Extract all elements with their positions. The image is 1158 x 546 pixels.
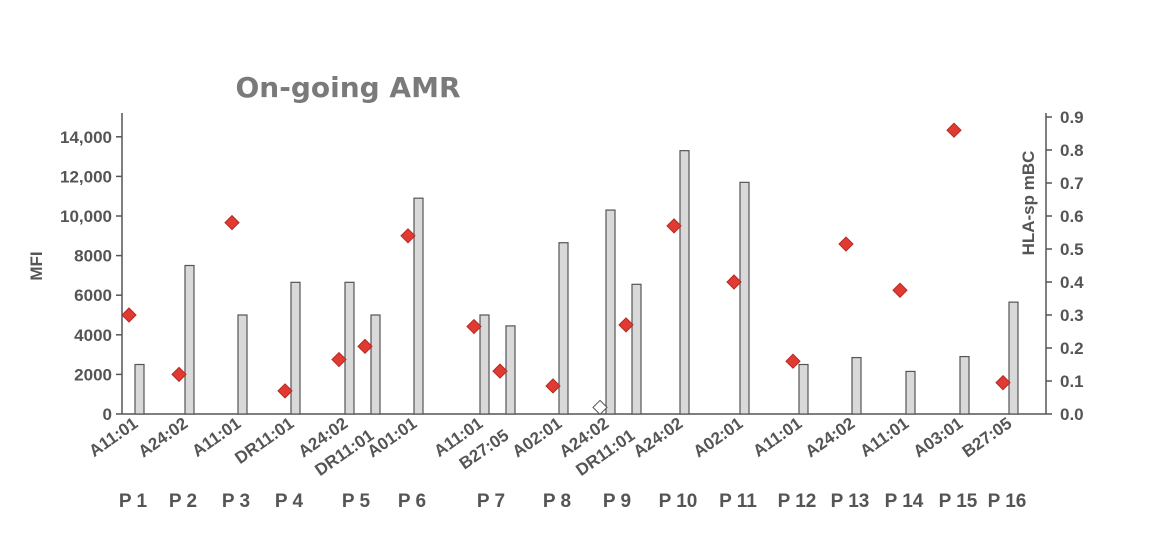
antigen-label: DR11:01 xyxy=(231,414,297,468)
mfi-bar xyxy=(558,242,569,415)
category-labels: A11:01 P 1 A24:02 P 2 A11:01 P 3 DR11:01 P 4 A24… xyxy=(85,414,1026,512)
mfi-bar xyxy=(344,281,355,415)
patient-label: P 13 xyxy=(831,491,870,512)
patient-label: P 14 xyxy=(885,491,924,512)
y-left-tick-label: 8000 xyxy=(74,247,112,266)
patient-label: P 2 xyxy=(169,491,197,512)
mbc-marker xyxy=(492,363,508,379)
mfi-bar xyxy=(370,314,381,415)
y-right-tick-label: 0.8 xyxy=(1060,141,1084,160)
patient-label: P 11 xyxy=(719,491,757,512)
y-left-tick-label: 14,000 xyxy=(60,128,112,147)
mfi-bar xyxy=(798,363,809,415)
mbc-marker xyxy=(357,338,373,355)
y-left-tick-label: 12,000 xyxy=(60,167,112,186)
patient-label: P 5 xyxy=(342,491,371,512)
mfi-bar xyxy=(134,363,145,415)
y-right-tick-label: 0.9 xyxy=(1060,108,1084,127)
y-axis-left-label: MFI xyxy=(27,251,46,280)
mfi-bar xyxy=(679,150,690,415)
antigen-label: A24:02 xyxy=(135,414,192,462)
mbc-marker xyxy=(618,317,634,333)
mbc-marker xyxy=(331,351,347,368)
mfi-bar xyxy=(739,181,750,415)
patient-label: P 15 xyxy=(939,491,978,512)
y-right-tick-label: 0.4 xyxy=(1060,273,1084,292)
patient-label: P 12 xyxy=(778,491,817,512)
axes: 0 2000 4000 6000 8000 10,000 12,000 14,000 0.0 0.… xyxy=(60,108,1084,424)
mfi-bar xyxy=(237,314,248,415)
y-right-tick-label: 0.7 xyxy=(1060,174,1084,193)
y-right-tick-label: 0.2 xyxy=(1060,339,1084,358)
mbc-marker xyxy=(726,274,742,290)
mbc-marker xyxy=(666,218,682,234)
mfi-bar xyxy=(905,370,916,415)
antigen-label: A11:01 xyxy=(856,414,912,461)
patient-label: P 7 xyxy=(477,491,505,512)
antigen-label: A11:01 xyxy=(85,414,141,461)
y-left-tick-label: 10,000 xyxy=(60,207,112,226)
mbc-marker xyxy=(785,353,801,369)
mfi-bar xyxy=(479,314,490,415)
mfi-bar xyxy=(184,264,195,415)
y-axis-right-label: HLA-sp mBC xyxy=(1019,151,1038,256)
y-right-tick-label: 0.0 xyxy=(1060,405,1084,424)
mbc-marker xyxy=(277,383,293,399)
antigen-label: A03:01 xyxy=(910,414,967,462)
y-left-tick-label: 2000 xyxy=(74,365,112,384)
mbc-marker xyxy=(466,318,482,335)
mbc-marker-open xyxy=(592,399,608,416)
y-left-tick-label: 4000 xyxy=(74,326,112,345)
mbc-marker xyxy=(838,236,854,252)
patient-label: P 3 xyxy=(222,491,250,512)
mfi-bar xyxy=(290,281,301,415)
patient-label: P 10 xyxy=(659,491,698,512)
mbc-marker xyxy=(171,366,187,383)
mbc-marker xyxy=(545,378,561,394)
patient-label: P 4 xyxy=(275,491,304,512)
mfi-bar xyxy=(851,356,862,415)
antigen-label: A02:01 xyxy=(690,414,747,462)
antigen-label: A02:01 xyxy=(509,414,566,462)
chart-title: On-going AMR xyxy=(235,71,460,104)
bars xyxy=(134,150,1019,415)
mbc-marker xyxy=(995,374,1011,391)
y-right-tick-label: 0.6 xyxy=(1060,207,1084,226)
patient-label: P 9 xyxy=(603,491,631,512)
mfi-bar xyxy=(413,197,424,415)
mbc-marker xyxy=(121,307,137,323)
antigen-label: A24:02 xyxy=(630,414,687,462)
patient-label: P 1 xyxy=(119,491,148,512)
mfi-bar xyxy=(959,355,970,415)
mfi-bar xyxy=(631,283,642,415)
mbc-marker xyxy=(400,228,416,244)
y-left-tick-label: 6000 xyxy=(74,286,112,305)
y-left-tick-label: 0 xyxy=(103,405,112,424)
patient-label: P 16 xyxy=(988,491,1027,512)
y-right-tick-label: 0.3 xyxy=(1060,306,1084,325)
patient-label: P 8 xyxy=(543,491,571,512)
mfi-bar xyxy=(505,325,516,415)
mfi-bar xyxy=(605,209,616,415)
y-right-tick-label: 0.1 xyxy=(1060,372,1084,391)
antigen-label: B27:05 xyxy=(959,414,1016,462)
mbc-markers xyxy=(121,122,1011,416)
antigen-label: A11:01 xyxy=(749,414,805,461)
mbc-marker xyxy=(892,282,908,298)
antigen-label: A24:02 xyxy=(802,414,859,462)
mbc-marker xyxy=(946,122,962,138)
mbc-marker xyxy=(224,214,240,231)
y-right-tick-label: 0.5 xyxy=(1060,240,1084,259)
mfi-bar xyxy=(1008,301,1019,415)
patient-label: P 6 xyxy=(398,491,426,512)
